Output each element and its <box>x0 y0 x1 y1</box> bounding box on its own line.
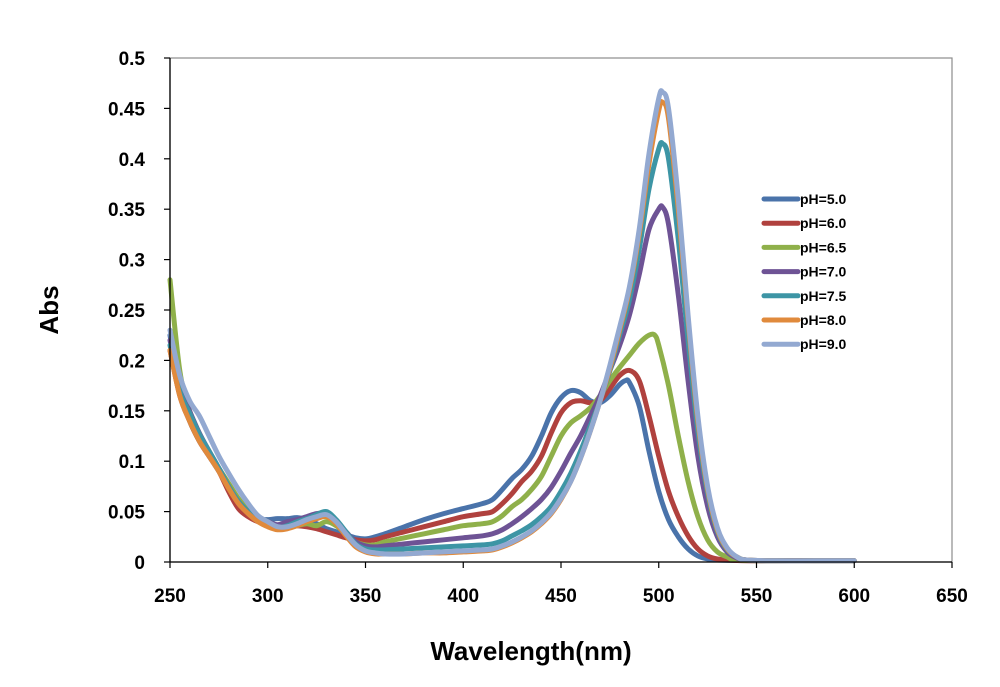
y-axis-title: Abs <box>34 285 64 334</box>
x-tick-label: 500 <box>643 586 675 607</box>
y-tick-label: 0.45 <box>108 99 145 120</box>
x-tick-label: 350 <box>350 586 382 607</box>
y-tick-label: 0.5 <box>119 49 146 70</box>
legend-label: pH=5.0 <box>800 191 847 207</box>
x-axis-title: Wavelength(nm) <box>430 636 631 666</box>
y-tick-label: 0.15 <box>108 402 145 423</box>
y-tick-label: 0.3 <box>119 251 145 272</box>
legend: pH=5.0 pH=6.0 pH=6.5 pH=7.0 pH=7.5 pH=8.0 pH=9… <box>761 191 847 352</box>
legend-label: pH=6.5 <box>800 239 847 255</box>
x-tick-label: 650 <box>936 586 968 607</box>
series-lines <box>167 88 857 564</box>
y-tick-label: 0.2 <box>119 351 145 372</box>
x-axis-ticks: 250 300 350 400 450 500 550 600 650 <box>154 562 968 607</box>
legend-label: pH=8.0 <box>800 312 847 328</box>
y-axis-ticks: 0 0.05 0.1 0.15 0.2 0.25 0.3 0.35 0.4 0.45 0.5 <box>108 49 170 574</box>
y-tick-label: 0.4 <box>119 150 146 171</box>
y-tick-label: 0.25 <box>108 301 145 322</box>
x-tick-label: 550 <box>741 586 773 607</box>
y-tick-label: 0.35 <box>108 200 145 221</box>
x-tick-label: 250 <box>154 586 186 607</box>
y-tick-label: 0.05 <box>108 503 145 524</box>
legend-label: pH=7.0 <box>800 264 847 280</box>
x-tick-label: 300 <box>252 586 284 607</box>
legend-label: pH=6.0 <box>800 215 847 231</box>
series-line-ph-9-0 <box>167 88 857 564</box>
y-tick-label: 0 <box>134 553 145 574</box>
x-tick-label: 450 <box>545 586 577 607</box>
y-tick-label: 0.1 <box>119 452 146 473</box>
legend-label: pH=7.5 <box>800 288 847 304</box>
legend-label: pH=9.0 <box>800 336 847 352</box>
x-tick-label: 400 <box>447 586 479 607</box>
x-tick-label: 600 <box>838 586 870 607</box>
